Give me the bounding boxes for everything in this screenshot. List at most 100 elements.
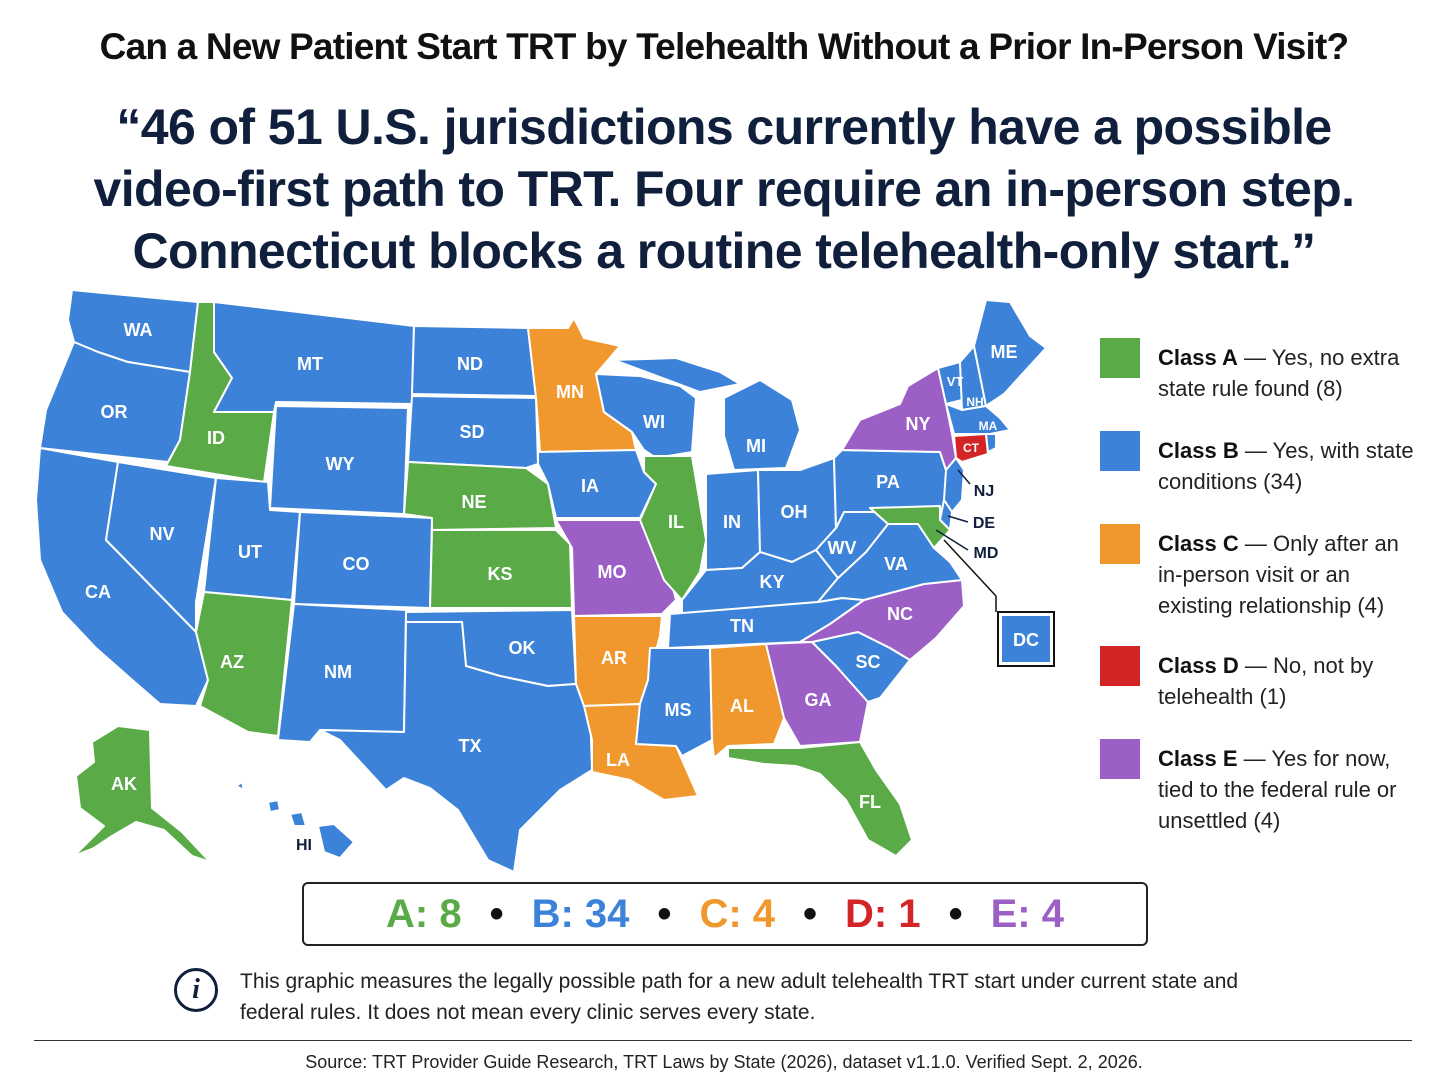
state-KS[interactable]: [429, 529, 573, 609]
de-leader-line: [947, 515, 969, 523]
separator-dot: •: [489, 891, 504, 936]
state-FL[interactable]: [727, 741, 913, 857]
label-SC: SC: [855, 652, 880, 672]
label-UT: UT: [238, 542, 262, 562]
quote-line-3: Connecticut blocks a routine telehealth-…: [132, 223, 1316, 279]
label-WY: WY: [326, 454, 355, 474]
label-TN: TN: [730, 616, 754, 636]
label-AK: AK: [111, 774, 137, 794]
legend-item-c: Class C — Only after an in-person visit …: [1100, 524, 1430, 646]
label-CO: CO: [343, 554, 370, 574]
legend-desc-d: — No, not by telehealth (1): [1158, 653, 1374, 709]
label-ID: ID: [207, 428, 225, 448]
label-IN: IN: [723, 512, 741, 532]
label-DC: DC: [1013, 630, 1039, 650]
label-ME: ME: [991, 342, 1018, 362]
label-HI: HI: [296, 837, 312, 854]
label-NM: NM: [324, 662, 352, 682]
state-MA[interactable]: [945, 403, 1011, 435]
legend-name-b: Class B: [1158, 438, 1239, 463]
source-citation: Source: TRT Provider Guide Research, TRT…: [305, 1052, 1143, 1072]
label-IL: IL: [668, 512, 684, 532]
headline-quote: “46 of 51 U.S. jurisdictions currently h…: [40, 96, 1408, 282]
state-HI[interactable]: [235, 781, 355, 859]
count-b: B: 34: [531, 891, 630, 936]
label-AR: AR: [601, 648, 627, 668]
label-NC: NC: [887, 604, 913, 624]
legend-desc-a: — Yes, no extra state rule found (8): [1158, 345, 1400, 401]
label-KY: KY: [759, 572, 784, 592]
label-OH: OH: [781, 502, 808, 522]
legend-name-e: Class E: [1158, 746, 1238, 771]
state-IL[interactable]: [639, 455, 707, 601]
count-e: E: 4: [990, 891, 1064, 936]
legend-name-a: Class A: [1158, 345, 1238, 370]
label-AZ: AZ: [220, 652, 244, 672]
label-PA: PA: [876, 472, 900, 492]
quote-line-2: video-first path to TRT. Four require an…: [93, 161, 1356, 217]
legend-item-a: Class A — Yes, no extra state rule found…: [1100, 338, 1430, 431]
label-OR: OR: [101, 402, 128, 422]
count-d: D: 1: [845, 891, 921, 936]
label-NJ: NJ: [974, 483, 994, 500]
label-MA: MA: [979, 419, 998, 433]
separator-dot: •: [803, 891, 818, 936]
class-counts-box: A: 8 • B: 34 • C: 4 • D: 1 • E: 4: [302, 882, 1148, 946]
label-WI: WI: [643, 412, 665, 432]
legend-name-c: Class C: [1158, 531, 1239, 556]
state-NC[interactable]: [799, 579, 965, 661]
label-NE: NE: [461, 492, 486, 512]
label-TX: TX: [458, 736, 481, 756]
state-CT[interactable]: [953, 433, 989, 463]
nj-leader-line: [957, 469, 971, 485]
label-KS: KS: [487, 564, 512, 584]
legend-desc-e: — Yes for now, tied to the federal rule …: [1158, 746, 1397, 833]
state-DC[interactable]: [1002, 616, 1050, 662]
label-LA: LA: [606, 750, 630, 770]
label-NV: NV: [149, 524, 174, 544]
state-AK[interactable]: [73, 725, 211, 863]
info-note: This graphic measures the legally possib…: [240, 970, 1239, 1024]
label-VT: VT: [947, 374, 964, 389]
dc-leader-line: [943, 539, 997, 597]
legend-desc-c: — Only after an in-person visit or an ex…: [1158, 531, 1399, 618]
legend-swatch-d: [1100, 646, 1140, 686]
state-MD[interactable]: [869, 505, 951, 549]
label-CT: CT: [963, 441, 980, 455]
label-MO: MO: [598, 562, 627, 582]
label-VA: VA: [884, 554, 908, 574]
separator-dot: •: [657, 891, 672, 936]
state-SD[interactable]: [407, 395, 539, 469]
label-MI: MI: [746, 436, 766, 456]
state-ME[interactable]: [973, 299, 1047, 407]
legend-desc-b: — Yes, with state conditions (34): [1158, 438, 1414, 494]
label-OK: OK: [509, 638, 536, 658]
state-RI[interactable]: [985, 433, 997, 453]
label-AL: AL: [730, 696, 754, 716]
legend-swatch-e: [1100, 739, 1140, 779]
label-NY: NY: [905, 414, 930, 434]
legend-swatch-b: [1100, 431, 1140, 471]
state-MI[interactable]: [613, 357, 801, 471]
info-icon: i: [174, 968, 218, 1012]
label-FL: FL: [859, 792, 881, 812]
label-NH: NH: [966, 395, 983, 409]
label-ND: ND: [457, 354, 483, 374]
legend-swatch-a: [1100, 338, 1140, 378]
state-NV[interactable]: [105, 461, 217, 633]
legend: Class A — Yes, no extra state rule found…: [1100, 338, 1430, 833]
state-TX[interactable]: [319, 621, 593, 873]
divider: [34, 1040, 1412, 1041]
state-labels: WA OR CA ID NV MT WY UT AZ CO NM ND SD N…: [85, 320, 1039, 854]
label-GA: GA: [805, 690, 832, 710]
label-WA: WA: [124, 320, 153, 340]
state-AZ[interactable]: [195, 591, 293, 737]
label-DE: DE: [973, 515, 996, 532]
label-MN: MN: [556, 382, 584, 402]
legend-item-b: Class B — Yes, with state conditions (34…: [1100, 431, 1430, 524]
label-MD: MD: [974, 545, 999, 562]
quote-line-1: “46 of 51 U.S. jurisdictions currently h…: [116, 99, 1332, 155]
legend-name-d: Class D: [1158, 653, 1239, 678]
page-title: Can a New Patient Start TRT by Telehealt…: [99, 26, 1349, 67]
